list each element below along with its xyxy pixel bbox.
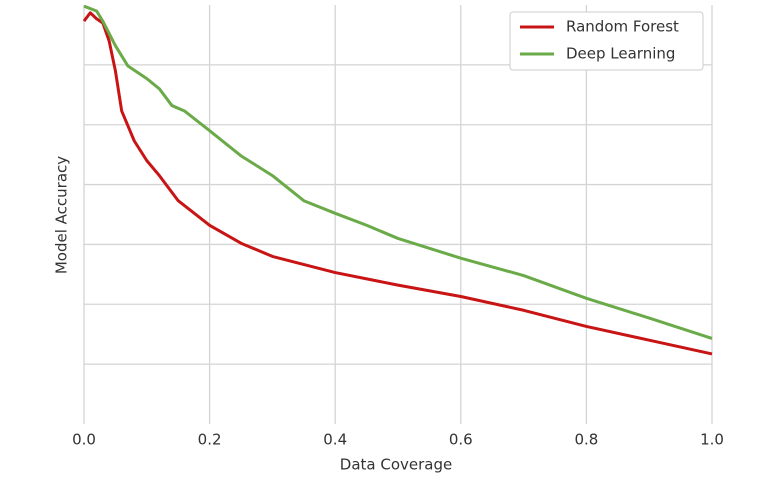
x-tick-label: 1.0 bbox=[700, 431, 724, 449]
series-line bbox=[83, 4, 713, 340]
x-tick-label: 0.0 bbox=[72, 431, 96, 449]
legend-label: Deep Learning bbox=[566, 45, 675, 63]
x-tick-label: 0.6 bbox=[449, 431, 473, 449]
legend-box bbox=[509, 11, 704, 71]
x-axis-label: Data Coverage bbox=[340, 456, 452, 474]
x-tick-label: 0.8 bbox=[574, 431, 598, 449]
x-tick-label: 0.2 bbox=[198, 431, 222, 449]
legend-label: Random Forest bbox=[566, 18, 679, 36]
series-line bbox=[82, 11, 713, 356]
x-tick-label: 0.4 bbox=[323, 431, 347, 449]
y-axis-label: Model Accuracy bbox=[53, 156, 71, 274]
